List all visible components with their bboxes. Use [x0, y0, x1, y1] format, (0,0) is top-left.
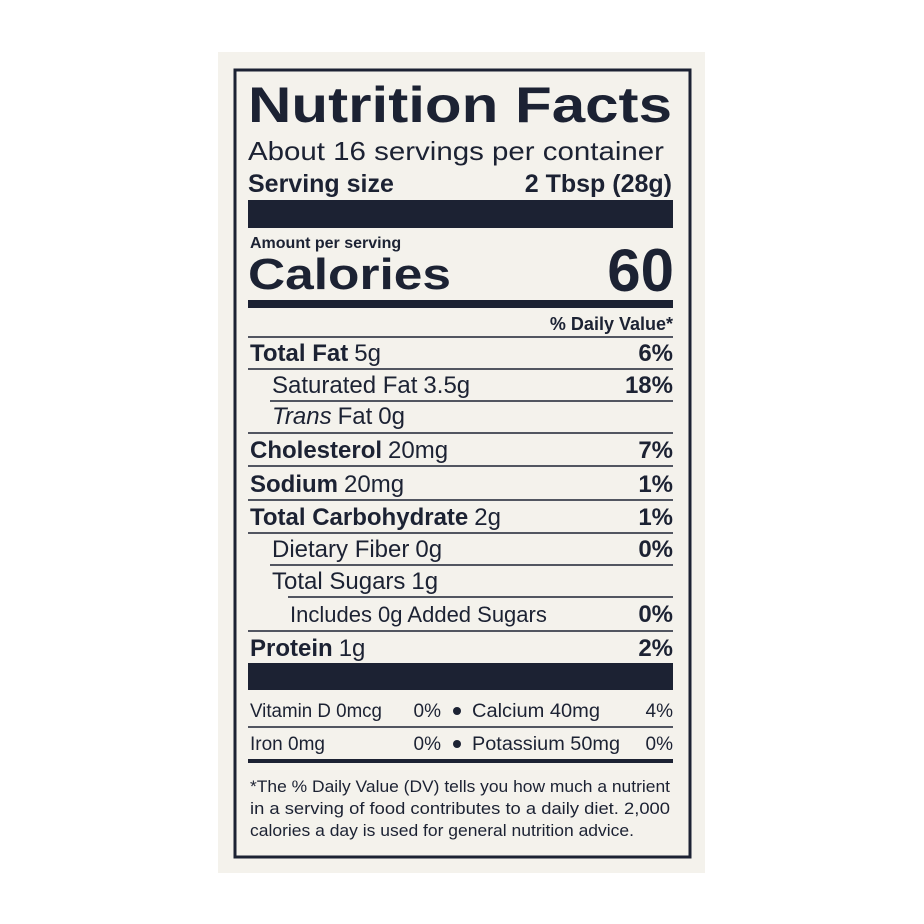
label-border: [233, 68, 692, 859]
amount-label: Amount per serving: [250, 235, 401, 252]
nutrient: Trans Fat 0g: [272, 403, 405, 430]
nutrient-name: Protein: [250, 635, 333, 662]
mineral-dv: 4%: [646, 701, 674, 722]
title: Nutrition Facts: [248, 77, 672, 133]
calories-value: 60: [607, 237, 674, 304]
mineral-dv: 0%: [646, 734, 674, 755]
nutrient-name: Total Carbohydrate: [250, 504, 468, 531]
nutrient: Cholesterol 20mg: [250, 437, 448, 464]
nutrient-name: Cholesterol: [250, 437, 382, 464]
mineral-dv: 0%: [414, 701, 442, 722]
nutrient: Saturated Fat 3.5g: [272, 372, 470, 399]
dv-header: % Daily Value*: [550, 314, 673, 334]
rule: [248, 759, 673, 763]
bullet: [453, 740, 461, 748]
footnote-line: *The % Daily Value (DV) tells you how mu…: [250, 777, 670, 796]
servings: About 16 servings per container: [248, 136, 664, 166]
nutrient-amount: 20mg: [388, 437, 448, 464]
nutrient-amount: 20mg: [344, 471, 404, 498]
nutrient: Sodium 20mg: [250, 471, 404, 498]
footnote-line: calories a day is used for general nutri…: [250, 821, 634, 840]
nutrient-amount: 1g: [411, 568, 438, 595]
nutrient-dv: 7%: [638, 437, 673, 464]
nutrient-amount: 2g: [474, 504, 501, 531]
nutrient-amount: 0g: [415, 536, 442, 563]
label-panel: [218, 52, 705, 873]
calories-label: Calories: [248, 250, 451, 299]
nutrient-amount: 3.5g: [423, 372, 470, 399]
serving-size-label: Serving size: [248, 170, 394, 198]
nutrient-dv: 0%: [638, 601, 673, 628]
thick-rule: [248, 200, 673, 228]
nutrient: Total Fat 5g: [250, 340, 381, 367]
nutrient-amount: 1g: [339, 635, 366, 662]
nutrient-dv: 6%: [638, 340, 673, 367]
nutrient-dv: 2%: [638, 635, 673, 662]
nutrient-dv: 0%: [638, 536, 673, 563]
nutrient-name: Includes 0g Added Sugars: [290, 602, 547, 627]
mineral-dv: 0%: [414, 734, 442, 755]
nutrient-prefix: Trans: [272, 403, 332, 430]
mineral-name: Calcium 40mg: [472, 701, 600, 722]
nutrient-dv: 1%: [638, 504, 673, 531]
nutrient-dv: 18%: [625, 372, 673, 399]
nutrient-name: Sodium: [250, 471, 338, 498]
nutrient-name: Total Sugars: [272, 568, 405, 595]
nutrient-name: Total Fat: [250, 340, 348, 367]
nutrient-name: Saturated Fat: [272, 372, 418, 399]
medium-rule: [248, 300, 673, 308]
mineral-name: Iron 0mg: [250, 734, 325, 755]
footnote-line: in a serving of food contributes to a da…: [250, 799, 670, 818]
nutrient-name: Fat: [338, 403, 373, 430]
mineral-name: Vitamin D 0mcg: [250, 701, 382, 722]
bullet: [453, 707, 461, 715]
nutrient: Protein 1g: [250, 635, 365, 662]
thick-rule: [248, 663, 673, 690]
nutrient-dv: 1%: [638, 471, 673, 498]
nutrient-amount: 0g: [378, 403, 405, 430]
nutrient: Total Carbohydrate 2g: [250, 504, 501, 531]
serving-size: 2 Tbsp (28g): [525, 170, 672, 198]
mineral-name: Potassium 50mg: [472, 734, 620, 755]
nutrient-amount: 5g: [354, 340, 381, 367]
nutrient: Total Sugars 1g: [272, 568, 438, 595]
nutrient-name: Dietary Fiber: [272, 536, 409, 563]
nutrient: Dietary Fiber 0g: [272, 536, 442, 563]
